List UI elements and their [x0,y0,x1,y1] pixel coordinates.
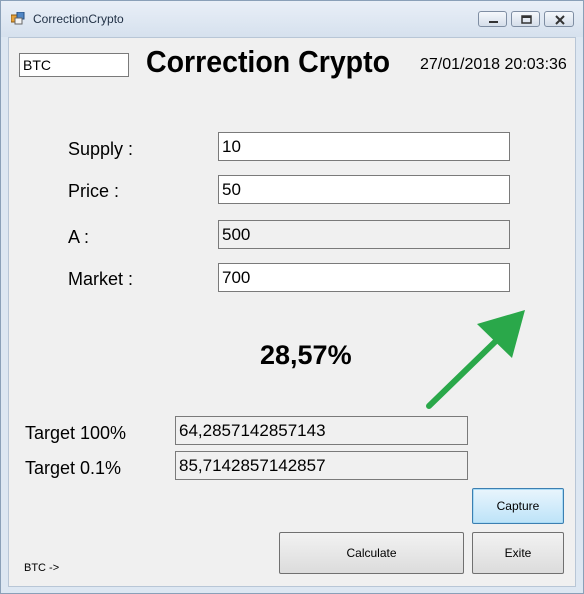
coin-input[interactable] [19,53,129,77]
page-title: Correction Crypto [146,44,391,79]
target-100-label: Target 100% [25,423,127,443]
result-percent: 28,57% [260,340,352,370]
title-bar[interactable]: CorrectionCrypto [1,1,583,37]
target-01-label: Target 0.1% [25,458,122,478]
target-100-output [175,416,468,445]
up-right-arrow-icon [426,310,525,409]
status-text: BTC -> [24,562,60,574]
supply-input[interactable] [218,132,510,161]
price-label: Price : [68,181,120,201]
a-label: A : [68,227,90,247]
exit-button[interactable]: Exite [472,532,564,574]
client-area: Correction Crypto 27/01/2018 20:03:36 Su… [8,37,576,587]
restore-icon [521,15,532,24]
price-input[interactable] [218,175,510,204]
minimize-button[interactable] [478,11,507,27]
market-label: Market : [68,269,134,289]
close-icon [555,15,565,25]
maximize-button[interactable] [511,11,540,27]
app-icon [11,12,25,25]
minimize-icon [489,21,498,23]
datetime-label: 27/01/2018 20:03:36 [420,56,567,73]
target-01-output [175,451,468,480]
calculate-button[interactable]: Calculate [279,532,464,574]
close-button[interactable] [544,11,574,27]
supply-label: Supply : [68,139,134,159]
market-input[interactable] [218,263,510,292]
capture-button[interactable]: Capture [472,488,564,524]
window-title: CorrectionCrypto [33,12,124,26]
a-output [218,220,510,249]
